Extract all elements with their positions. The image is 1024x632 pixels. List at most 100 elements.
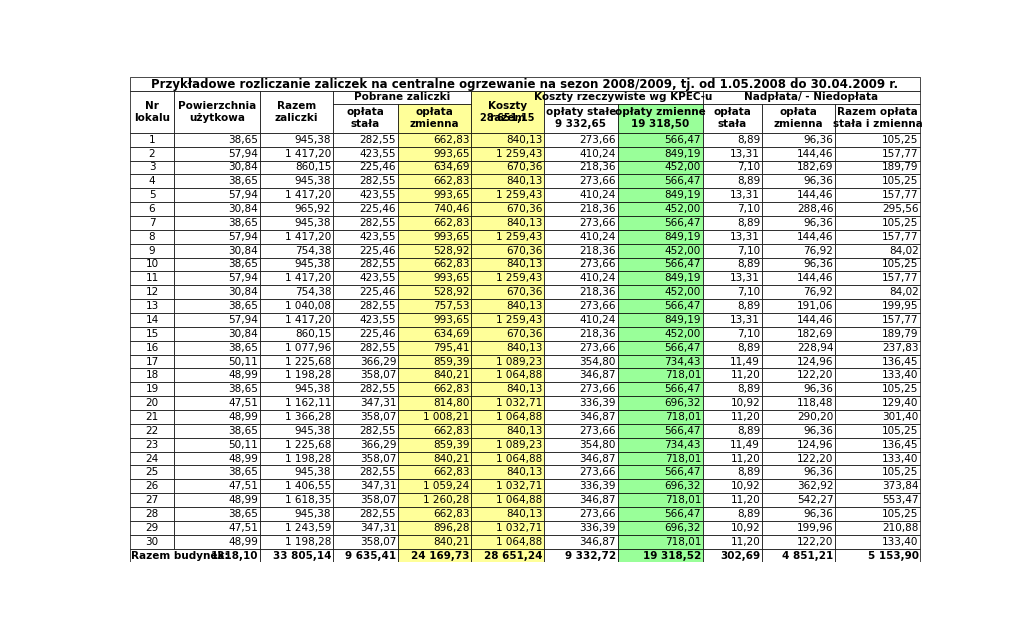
Text: 11,20: 11,20 xyxy=(730,495,760,505)
Bar xyxy=(259,424,333,438)
Bar xyxy=(702,104,762,133)
Bar xyxy=(702,271,762,285)
Text: 273,66: 273,66 xyxy=(580,468,616,477)
Text: 118,48: 118,48 xyxy=(797,398,834,408)
Bar xyxy=(617,258,702,271)
Bar xyxy=(397,535,471,549)
Text: 28 651,24: 28 651,24 xyxy=(484,550,543,561)
Bar xyxy=(835,327,920,341)
Text: 346,87: 346,87 xyxy=(580,412,616,422)
Text: Razem opłata
stała i zmienna: Razem opłata stała i zmienna xyxy=(833,107,923,129)
Text: 566,47: 566,47 xyxy=(665,218,701,228)
Bar xyxy=(397,104,471,133)
Text: 993,65: 993,65 xyxy=(433,190,469,200)
Bar xyxy=(259,355,333,368)
Text: 1 064,88: 1 064,88 xyxy=(497,537,543,547)
Bar xyxy=(130,368,174,382)
Bar xyxy=(617,493,702,507)
Bar xyxy=(174,202,259,216)
Bar xyxy=(471,299,545,313)
Bar xyxy=(471,535,545,549)
Bar xyxy=(259,91,333,133)
Bar xyxy=(259,285,333,299)
Text: 157,77: 157,77 xyxy=(882,274,919,283)
Text: 218,36: 218,36 xyxy=(580,246,616,255)
Text: 718,01: 718,01 xyxy=(665,412,701,422)
Bar xyxy=(259,507,333,521)
Text: 662,83: 662,83 xyxy=(433,176,469,186)
Text: 662,83: 662,83 xyxy=(433,384,469,394)
Bar xyxy=(130,521,174,535)
Bar xyxy=(130,507,174,521)
Text: 10,92: 10,92 xyxy=(730,481,760,491)
Bar xyxy=(545,285,617,299)
Text: 96,36: 96,36 xyxy=(804,426,834,436)
Bar xyxy=(130,493,174,507)
Bar xyxy=(174,521,259,535)
Bar xyxy=(762,230,835,244)
Bar xyxy=(130,77,920,91)
Text: 18: 18 xyxy=(145,370,159,380)
Bar xyxy=(545,368,617,382)
Text: 840,21: 840,21 xyxy=(433,537,469,547)
Bar xyxy=(174,258,259,271)
Bar xyxy=(471,174,545,188)
Bar xyxy=(174,438,259,452)
Text: 423,55: 423,55 xyxy=(359,274,396,283)
Bar xyxy=(259,368,333,382)
Bar xyxy=(471,244,545,258)
Text: 3: 3 xyxy=(148,162,156,173)
Text: 57,94: 57,94 xyxy=(228,149,258,159)
Text: 199,96: 199,96 xyxy=(797,523,834,533)
Text: 273,66: 273,66 xyxy=(580,260,616,269)
Text: 182,69: 182,69 xyxy=(797,162,834,173)
Bar xyxy=(762,465,835,479)
Text: 191,06: 191,06 xyxy=(797,301,834,311)
Text: 14: 14 xyxy=(145,315,159,325)
Bar xyxy=(333,258,397,271)
Bar xyxy=(397,549,471,562)
Text: 273,66: 273,66 xyxy=(580,218,616,228)
Bar xyxy=(333,410,397,424)
Bar xyxy=(471,465,545,479)
Bar xyxy=(397,299,471,313)
Text: 11,20: 11,20 xyxy=(730,412,760,422)
Bar xyxy=(259,188,333,202)
Bar xyxy=(617,382,702,396)
Bar xyxy=(762,244,835,258)
Bar xyxy=(835,313,920,327)
Bar xyxy=(617,549,702,562)
Bar xyxy=(762,299,835,313)
Text: 8,89: 8,89 xyxy=(737,468,760,477)
Bar xyxy=(130,341,174,355)
Text: 662,83: 662,83 xyxy=(433,426,469,436)
Text: 840,13: 840,13 xyxy=(507,468,543,477)
Bar xyxy=(762,271,835,285)
Bar xyxy=(259,161,333,174)
Text: 1 225,68: 1 225,68 xyxy=(285,440,331,450)
Bar xyxy=(762,535,835,549)
Bar xyxy=(835,479,920,493)
Bar xyxy=(617,161,702,174)
Text: 7,10: 7,10 xyxy=(737,329,760,339)
Bar xyxy=(333,202,397,216)
Text: 8,89: 8,89 xyxy=(737,509,760,519)
Text: 1 259,43: 1 259,43 xyxy=(497,274,543,283)
Text: 740,46: 740,46 xyxy=(433,204,469,214)
Bar xyxy=(471,452,545,465)
Text: 282,55: 282,55 xyxy=(359,384,396,394)
Text: 346,87: 346,87 xyxy=(580,454,616,463)
Bar xyxy=(762,104,835,133)
Text: 670,36: 670,36 xyxy=(507,162,543,173)
Text: Nadpłata/ - Niedopłata: Nadpłata/ - Niedopłata xyxy=(744,92,879,102)
Bar xyxy=(617,104,702,133)
Bar xyxy=(617,244,702,258)
Bar xyxy=(702,91,920,104)
Text: 96,36: 96,36 xyxy=(804,509,834,519)
Bar xyxy=(545,396,617,410)
Bar xyxy=(835,188,920,202)
Text: 7: 7 xyxy=(148,218,156,228)
Bar xyxy=(130,549,259,562)
Text: 423,55: 423,55 xyxy=(359,149,396,159)
Text: 410,24: 410,24 xyxy=(580,315,616,325)
